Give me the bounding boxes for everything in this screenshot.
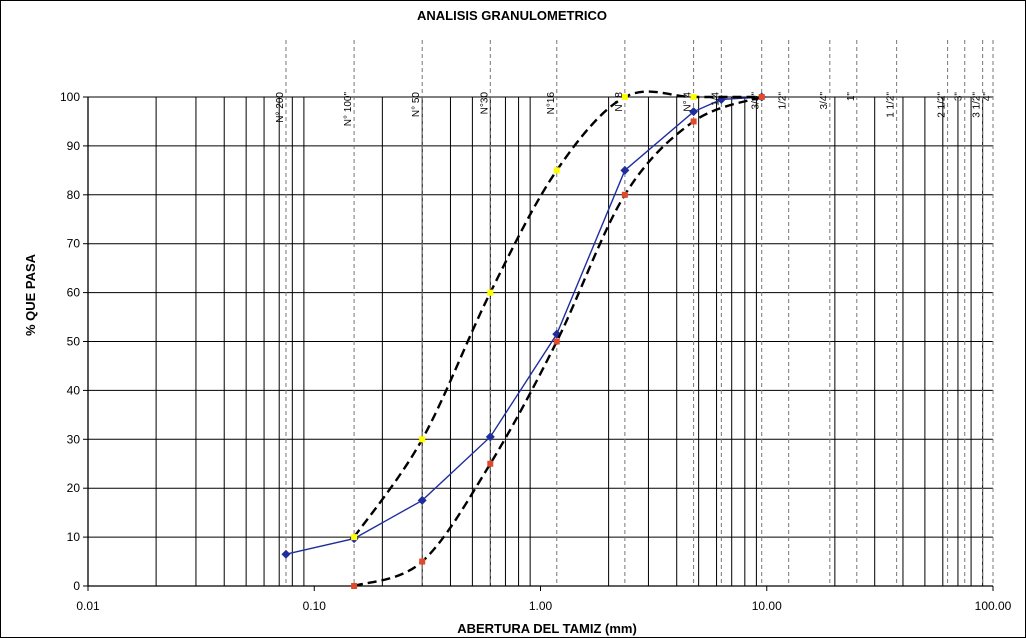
sieve-label: 1/2" (778, 92, 789, 110)
y-tick-label: 0 (73, 579, 80, 593)
sieve-label: 4" (982, 92, 993, 102)
sieve-label: N° 100" (343, 92, 354, 127)
x-tick-label: 0.10 (303, 599, 327, 613)
data-point-dashed-upper (351, 534, 358, 541)
sieve-label: N° 8 (614, 92, 625, 112)
x-axis-label: ABERTURA DEL TAMIZ (mm) (457, 621, 637, 636)
sieve-label: N° 200 (275, 92, 286, 123)
data-point-dashed-upper (553, 167, 560, 174)
tick-labels: N° 200 N° 100" N° 50 N°30 N°16 N° 8 N° 4 1/4 3/8… (60, 90, 1012, 613)
sieve-label: 3" (954, 92, 965, 102)
sieve-label: 3/4" (819, 92, 830, 110)
y-tick-label: 20 (67, 481, 81, 495)
series-layer (281, 90, 767, 589)
data-point-dashed-lower (487, 460, 494, 467)
series-line-sample (285, 96, 762, 555)
y-tick-label: 60 (67, 286, 81, 300)
x-tick-label: 10.00 (752, 599, 782, 613)
data-point-dashed-upper (487, 289, 494, 296)
series-line-dashed-upper (353, 90, 762, 538)
y-tick-label: 10 (67, 530, 81, 544)
data-point-dashed-upper (621, 94, 628, 100)
data-point-dashed-lower (621, 191, 628, 198)
data-point-dashed-lower (419, 558, 426, 565)
y-tick-label: 40 (67, 383, 81, 397)
sieve-label: 2 1/2" (937, 92, 948, 118)
sieve-label: 1 1/2" (886, 92, 897, 118)
data-point-dashed-lower (351, 583, 358, 589)
data-point-dashed-lower (758, 94, 765, 100)
sieve-label: 3 1/2" (972, 92, 983, 118)
data-point-dashed-lower (553, 338, 560, 345)
data-point-sample (689, 107, 699, 117)
sieve-label: 1" (846, 92, 857, 102)
series-line-dashed-lower (353, 95, 763, 588)
sieve-label: N°16 (546, 92, 557, 115)
x-tick-label: 100.00 (975, 599, 1012, 613)
y-axis-label: % QUE PASA (23, 253, 38, 336)
sieve-reference-lines (285, 40, 994, 586)
axes (83, 96, 994, 591)
y-tick-label: 80 (67, 188, 81, 202)
x-tick-label: 1.00 (529, 599, 553, 613)
data-point-dashed-upper (419, 436, 426, 443)
x-tick-label: 0.01 (76, 599, 100, 613)
y-tick-label: 90 (67, 139, 81, 153)
y-tick-label: 30 (67, 432, 81, 446)
data-point-sample (417, 495, 427, 505)
data-point-sample (620, 165, 630, 175)
y-tick-label: 70 (67, 237, 81, 251)
data-point-dashed-lower (690, 118, 697, 125)
y-tick-label: 50 (67, 335, 81, 349)
sieve-label: 3/8" (751, 92, 762, 110)
y-tick-label: 100 (60, 90, 80, 104)
sieve-label: N°30 (479, 92, 490, 115)
chart-title: ANALISIS GRANULOMETRICO (417, 8, 607, 23)
sieve-label: N° 4 (683, 92, 694, 112)
sieve-label: N° 50 (411, 92, 422, 118)
data-point-dashed-upper (690, 94, 697, 100)
sieve-label: 1/4 (710, 92, 721, 106)
data-point-sample (281, 549, 291, 559)
data-point-sample (485, 432, 495, 442)
